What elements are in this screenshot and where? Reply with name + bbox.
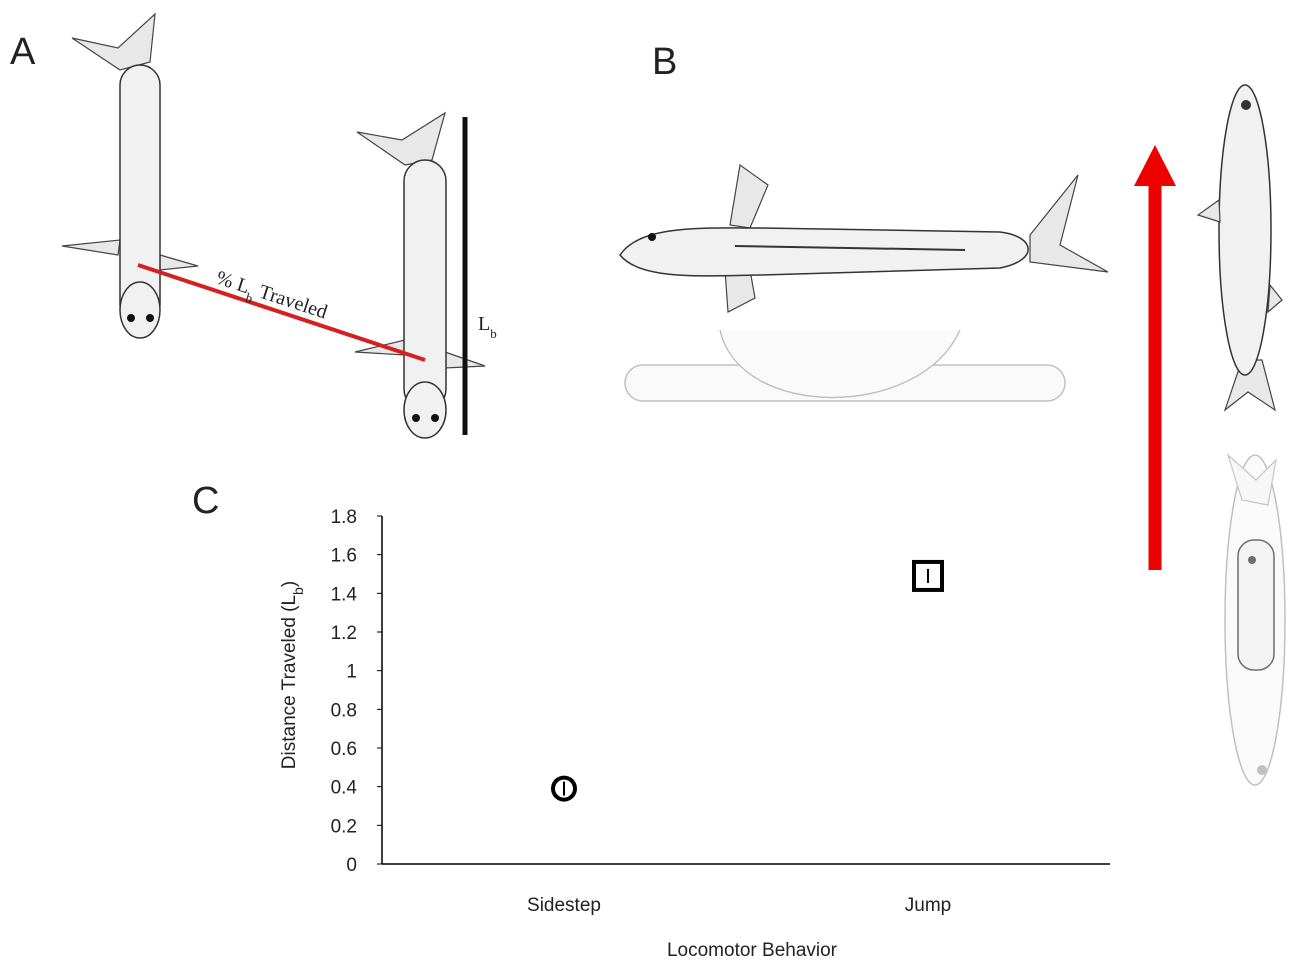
fish-drawing bbox=[624, 329, 1066, 402]
fish-drawing bbox=[1237, 539, 1275, 671]
y-tick-label: 0.8 bbox=[331, 700, 357, 721]
y-tick-label: 1.2 bbox=[331, 623, 357, 644]
y-tick-label: 1.6 bbox=[331, 546, 357, 567]
data-point bbox=[912, 559, 944, 592]
x-axis-label: Locomotor Behavior bbox=[667, 940, 838, 961]
annotation: % Lb Traveled bbox=[212, 267, 330, 329]
fish-drawing bbox=[1196, 84, 1283, 412]
y-tick-label: 0.4 bbox=[331, 778, 358, 799]
y-tick-label: 0 bbox=[346, 855, 357, 876]
arrow bbox=[1134, 145, 1176, 570]
y-tick-label: 1.4 bbox=[331, 584, 358, 605]
y-tick-label: 0.2 bbox=[331, 816, 357, 837]
y-tick-label: 1 bbox=[346, 662, 357, 683]
y-axis-label-part: ) bbox=[279, 581, 300, 587]
y-tick-label: 1.8 bbox=[331, 507, 357, 528]
fish-drawing bbox=[61, 12, 199, 339]
data-point bbox=[551, 775, 577, 802]
annotation-subscript: b bbox=[244, 289, 255, 305]
y-axis-label-part: Distance Traveled (L bbox=[279, 595, 300, 769]
x-tick-label: Jump bbox=[905, 895, 951, 916]
chart: 0 0.2 0.4 0.6 0.8 1 1.2 1.4 1.6 1.8 Sidestep Jump Lo… bbox=[279, 507, 1110, 961]
y-axis-label-part: b bbox=[290, 587, 306, 595]
annotation-subscript: b bbox=[490, 326, 497, 341]
distance-line bbox=[137, 263, 426, 362]
x-tick-label: Sidestep bbox=[527, 895, 601, 916]
annotation-text: L bbox=[478, 313, 490, 335]
fish-drawing bbox=[354, 111, 486, 439]
y-axis-label: Distance Traveled (Lb) bbox=[279, 581, 306, 769]
fish-drawing bbox=[619, 163, 1109, 313]
panel-label: C bbox=[192, 480, 219, 522]
y-tick-label: 0.6 bbox=[331, 739, 357, 760]
annotation: Lb bbox=[478, 313, 497, 341]
panel-label: B bbox=[652, 41, 677, 83]
panel-label: A bbox=[10, 31, 36, 73]
